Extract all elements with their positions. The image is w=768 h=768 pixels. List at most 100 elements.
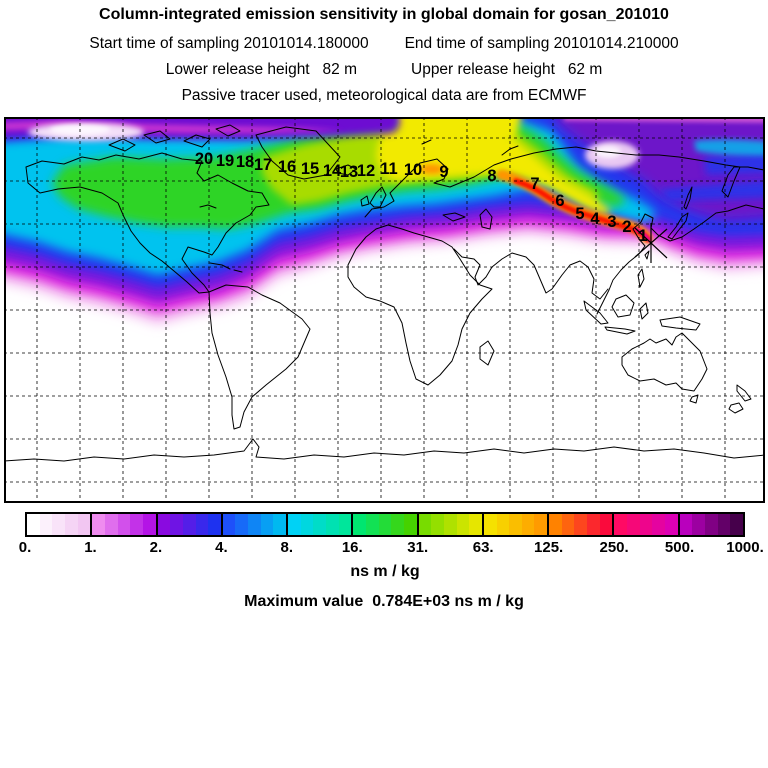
colorbar-cell — [273, 514, 287, 535]
trajectory-day-label: 15 — [301, 160, 319, 178]
colorbar-cell — [443, 514, 457, 535]
colorbar-cell — [365, 514, 379, 535]
field-orange-blip — [420, 164, 444, 174]
coastlines — [3, 124, 768, 462]
trajectory-day-label: 5 — [575, 205, 584, 223]
colorbar-cell — [378, 514, 392, 535]
coast-southeast-asia-islands — [583, 294, 701, 335]
trajectory-day-label: 16 — [278, 158, 296, 176]
coast-africa — [347, 224, 493, 386]
colorbar-cell — [418, 514, 432, 535]
colorbar-segment — [90, 514, 156, 535]
coast-caribbean — [209, 262, 243, 273]
trajectory-day-label: 7 — [530, 175, 539, 193]
colorbar-segment — [416, 514, 482, 535]
sampling-times-line: Start time of sampling 20101014.180000 E… — [0, 35, 768, 53]
coast-eurasia-north — [364, 146, 768, 218]
colorbar-cell — [195, 514, 209, 535]
colorbar-cell — [92, 514, 105, 535]
colorbar-cell — [627, 514, 640, 535]
world-map-panel: 2019181716151413121110987654321 — [3, 117, 768, 503]
coast-asia-east — [596, 204, 768, 315]
colorbar-cell — [313, 514, 327, 535]
colorbar-tick-label: 125. — [534, 539, 564, 556]
trajectory-day-label: 14 — [323, 162, 342, 180]
trajectory-day-label: 11 — [380, 160, 397, 178]
colorbar-cell — [130, 514, 143, 535]
colorbar-cell — [52, 514, 65, 535]
trajectory-day-label: 8 — [487, 167, 496, 185]
colorbar — [25, 512, 745, 537]
trajectory-day-label: 4 — [590, 210, 600, 228]
colorbar-cell — [300, 514, 314, 535]
colorbar-cell — [599, 514, 613, 535]
colorbar-cell — [652, 514, 666, 535]
release-heights-line: Lower release height 82 m Upper release … — [0, 61, 768, 79]
colorbar-cell — [326, 514, 339, 535]
coast-antarctica — [3, 438, 766, 462]
trajectory-day-label: 13 — [340, 163, 358, 181]
colorbar-tick-label: 8. — [280, 539, 294, 556]
colorbar-cell — [496, 514, 510, 535]
trajectory-day-label: 12 — [357, 162, 375, 180]
colorbar-cell — [717, 514, 731, 535]
field-east-blue-streak-1 — [704, 152, 765, 175]
colorbar-tick-label: 4. — [215, 539, 228, 556]
trajectory-day-label: 6 — [555, 192, 564, 210]
colorbar-cell — [521, 514, 535, 535]
sensitivity-field — [4, 117, 765, 324]
colorbar-cell — [456, 514, 470, 535]
coast-arctic-islands — [108, 124, 241, 152]
trajectory-day-label: 17 — [254, 156, 272, 174]
colorbar-tick-labels: 0. 1. 2. 4. 8. 16. 31. 63. 125. 250. 500. 1000. — [19, 539, 764, 557]
colorbar-segment — [220, 514, 287, 535]
upper-release-text: Upper release height 62 m — [411, 61, 603, 78]
trajectory-day-label: 3 — [607, 213, 616, 231]
coast-new-zealand — [728, 384, 752, 414]
colorbar-cell — [353, 514, 366, 535]
colorbar-cell — [222, 514, 236, 535]
colorbar-units-label: ns m / kg — [350, 563, 420, 580]
field-east-cyan-streak — [694, 139, 765, 156]
colorbar-tick-label: 1000. — [726, 539, 764, 556]
colorbar-tick-label: 250. — [599, 539, 629, 556]
colorbar-tick-label: 0. — [18, 539, 32, 556]
colorbar-cell — [338, 514, 352, 535]
colorbar-cell — [170, 514, 183, 535]
colorbar-cell — [208, 514, 221, 535]
colorbar-cell — [403, 514, 417, 535]
colorbar-cell — [679, 514, 693, 535]
coast-uk-ireland — [360, 186, 387, 208]
colorbar-tick-label: 16. — [341, 539, 363, 556]
trajectory-day-label: 18 — [236, 153, 254, 171]
colorbar-cell — [692, 514, 705, 535]
colorbar-segment — [481, 514, 548, 535]
colorbar-cell — [27, 514, 40, 535]
colorbar-tick-label: 63. — [472, 539, 494, 556]
start-time-text: Start time of sampling 20101014.180000 — [89, 35, 369, 52]
colorbar-cell — [730, 514, 743, 535]
colorbar-cell — [391, 514, 404, 535]
coast-north-america — [25, 152, 270, 294]
coast-caspian-black-sea — [442, 208, 493, 230]
map-border — [4, 117, 765, 503]
coast-india-arabia — [453, 248, 609, 300]
site-marker — [634, 223, 668, 263]
coast-south-america — [208, 284, 311, 430]
colorbar-cell — [104, 514, 118, 535]
colorbar-cell — [157, 514, 171, 535]
colorbar-cell — [77, 514, 91, 535]
site-marker-line — [634, 228, 668, 258]
colorbar-cell — [260, 514, 274, 535]
trajectory-day-label: 2 — [622, 218, 631, 236]
colorbar-tick-label: 1. — [84, 539, 97, 556]
colorbar-tick-label: 500. — [664, 539, 695, 556]
colorbar-cell — [469, 514, 482, 535]
field-east-blue-streak-2 — [660, 180, 765, 201]
colorbar-cell — [235, 514, 249, 535]
coast-japan-sakhalin — [667, 186, 693, 240]
trajectory-day-label: 10 — [404, 161, 422, 179]
colorbar-cell — [431, 514, 444, 535]
colorbar-cell — [483, 514, 497, 535]
